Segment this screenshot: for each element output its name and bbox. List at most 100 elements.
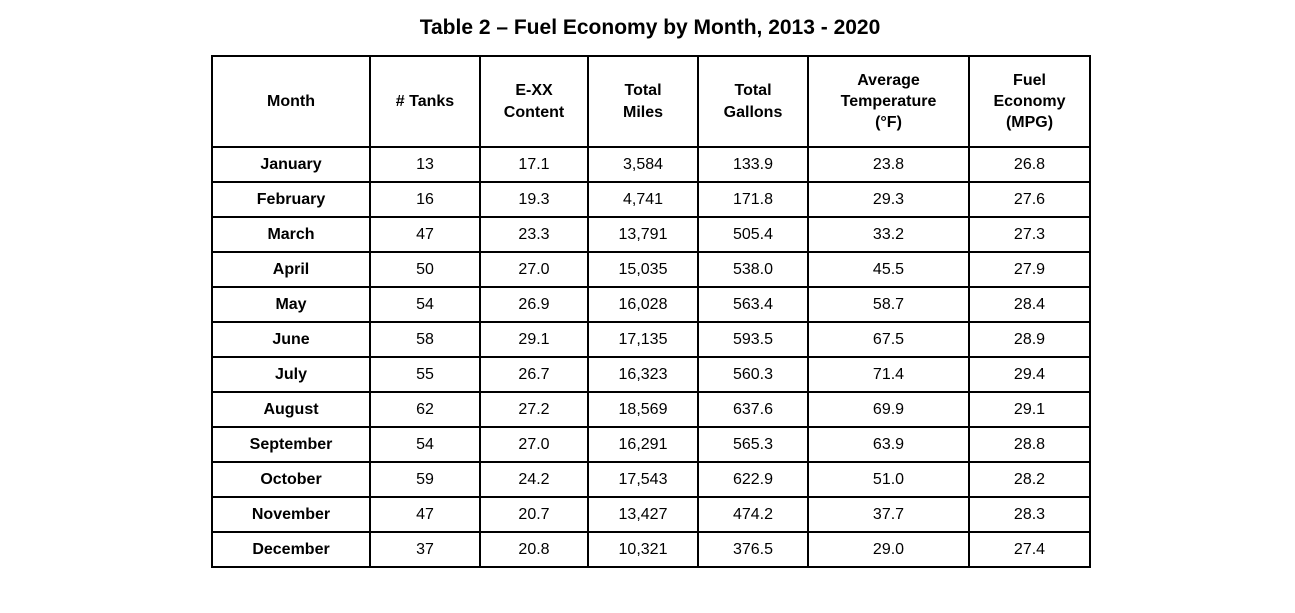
table-row: February 16 19.3 4,741 171.8 29.3 27.6	[211, 181, 1091, 218]
cell-month: August	[211, 391, 371, 428]
cell-num-tanks: 62	[369, 391, 481, 428]
cell-total-gallons: 560.3	[697, 356, 809, 393]
cell-fuel-economy: 27.9	[968, 251, 1091, 288]
cell-total-miles: 16,028	[587, 286, 699, 323]
cell-total-miles: 17,135	[587, 321, 699, 358]
cell-num-tanks: 47	[369, 496, 481, 533]
cell-fuel-economy: 27.4	[968, 531, 1091, 568]
cell-month: June	[211, 321, 371, 358]
col-header-total-gallons: Total Gallons	[697, 55, 809, 148]
cell-avg-temperature: 58.7	[807, 286, 970, 323]
cell-month: July	[211, 356, 371, 393]
table-row: December 37 20.8 10,321 376.5 29.0 27.4	[211, 531, 1091, 568]
cell-month: January	[211, 146, 371, 183]
table-row: January 13 17.1 3,584 133.9 23.8 26.8	[211, 146, 1091, 183]
col-header-fuel-economy: Fuel Economy (MPG)	[968, 55, 1091, 148]
cell-exx-content: 27.0	[479, 251, 589, 288]
table-row: June 58 29.1 17,135 593.5 67.5 28.9	[211, 321, 1091, 358]
cell-total-miles: 15,035	[587, 251, 699, 288]
table-row: March 47 23.3 13,791 505.4 33.2 27.3	[211, 216, 1091, 253]
table-row: September 54 27.0 16,291 565.3 63.9 28.8	[211, 426, 1091, 463]
cell-exx-content: 26.9	[479, 286, 589, 323]
cell-num-tanks: 54	[369, 286, 481, 323]
cell-total-gallons: 538.0	[697, 251, 809, 288]
cell-exx-content: 24.2	[479, 461, 589, 498]
cell-avg-temperature: 69.9	[807, 391, 970, 428]
cell-total-gallons: 622.9	[697, 461, 809, 498]
cell-avg-temperature: 29.0	[807, 531, 970, 568]
table-row: April 50 27.0 15,035 538.0 45.5 27.9	[211, 251, 1091, 288]
cell-fuel-economy: 28.4	[968, 286, 1091, 323]
cell-total-miles: 16,291	[587, 426, 699, 463]
cell-num-tanks: 54	[369, 426, 481, 463]
col-header-avg-temperature: Average Temperature (°F)	[807, 55, 970, 148]
cell-month: September	[211, 426, 371, 463]
cell-fuel-economy: 28.8	[968, 426, 1091, 463]
table-body: January 13 17.1 3,584 133.9 23.8 26.8 February 1…	[211, 146, 1091, 568]
cell-exx-content: 20.7	[479, 496, 589, 533]
col-header-month: Month	[211, 55, 371, 148]
cell-avg-temperature: 37.7	[807, 496, 970, 533]
cell-exx-content: 17.1	[479, 146, 589, 183]
cell-num-tanks: 37	[369, 531, 481, 568]
cell-num-tanks: 47	[369, 216, 481, 253]
cell-month: April	[211, 251, 371, 288]
cell-total-gallons: 637.6	[697, 391, 809, 428]
fuel-economy-table: Month # Tanks E-XX Content Total Miles T…	[211, 55, 1091, 568]
table-row: August 62 27.2 18,569 637.6 69.9 29.1	[211, 391, 1091, 428]
cell-fuel-economy: 28.9	[968, 321, 1091, 358]
cell-avg-temperature: 67.5	[807, 321, 970, 358]
cell-exx-content: 19.3	[479, 181, 589, 218]
cell-exx-content: 27.0	[479, 426, 589, 463]
cell-total-gallons: 593.5	[697, 321, 809, 358]
table-row: July 55 26.7 16,323 560.3 71.4 29.4	[211, 356, 1091, 393]
cell-exx-content: 26.7	[479, 356, 589, 393]
cell-fuel-economy: 27.6	[968, 181, 1091, 218]
cell-month: May	[211, 286, 371, 323]
cell-total-miles: 4,741	[587, 181, 699, 218]
cell-avg-temperature: 51.0	[807, 461, 970, 498]
cell-month: February	[211, 181, 371, 218]
header-row: Month # Tanks E-XX Content Total Miles T…	[211, 55, 1091, 148]
cell-avg-temperature: 63.9	[807, 426, 970, 463]
cell-num-tanks: 50	[369, 251, 481, 288]
cell-exx-content: 29.1	[479, 321, 589, 358]
cell-month: November	[211, 496, 371, 533]
cell-total-gallons: 133.9	[697, 146, 809, 183]
cell-total-miles: 13,791	[587, 216, 699, 253]
cell-fuel-economy: 26.8	[968, 146, 1091, 183]
cell-avg-temperature: 45.5	[807, 251, 970, 288]
table-row: May 54 26.9 16,028 563.4 58.7 28.4	[211, 286, 1091, 323]
cell-total-miles: 18,569	[587, 391, 699, 428]
col-header-exx-content: E-XX Content	[479, 55, 589, 148]
cell-num-tanks: 58	[369, 321, 481, 358]
table-row: November 47 20.7 13,427 474.2 37.7 28.3	[211, 496, 1091, 533]
cell-avg-temperature: 71.4	[807, 356, 970, 393]
cell-fuel-economy: 27.3	[968, 216, 1091, 253]
cell-avg-temperature: 33.2	[807, 216, 970, 253]
cell-fuel-economy: 28.3	[968, 496, 1091, 533]
cell-avg-temperature: 23.8	[807, 146, 970, 183]
cell-exx-content: 23.3	[479, 216, 589, 253]
cell-fuel-economy: 29.4	[968, 356, 1091, 393]
cell-num-tanks: 13	[369, 146, 481, 183]
table-title: Table 2 – Fuel Economy by Month, 2013 - …	[419, 16, 881, 39]
cell-total-gallons: 563.4	[697, 286, 809, 323]
cell-exx-content: 27.2	[479, 391, 589, 428]
cell-total-miles: 10,321	[587, 531, 699, 568]
cell-total-miles: 3,584	[587, 146, 699, 183]
cell-month: December	[211, 531, 371, 568]
cell-total-gallons: 565.3	[697, 426, 809, 463]
cell-total-gallons: 474.2	[697, 496, 809, 533]
cell-num-tanks: 16	[369, 181, 481, 218]
cell-num-tanks: 59	[369, 461, 481, 498]
cell-total-miles: 17,543	[587, 461, 699, 498]
cell-month: March	[211, 216, 371, 253]
col-header-num-tanks: # Tanks	[369, 55, 481, 148]
cell-month: October	[211, 461, 371, 498]
cell-total-gallons: 376.5	[697, 531, 809, 568]
cell-fuel-economy: 28.2	[968, 461, 1091, 498]
cell-avg-temperature: 29.3	[807, 181, 970, 218]
cell-fuel-economy: 29.1	[968, 391, 1091, 428]
